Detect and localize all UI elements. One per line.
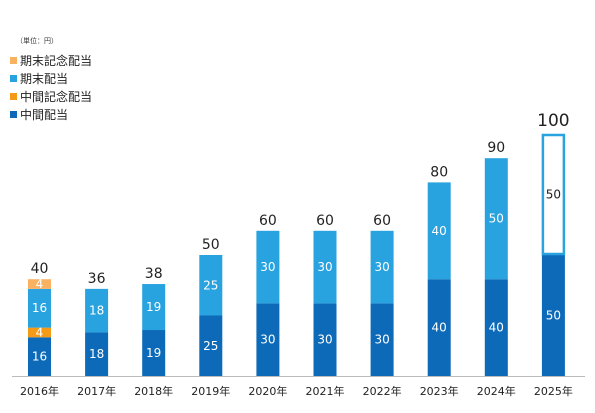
bar-segment: [28, 337, 51, 376]
bar-total-label: 60: [316, 213, 334, 229]
x-tick-label: 2018年: [134, 384, 173, 398]
x-tick-label: 2020年: [248, 384, 287, 398]
legend-label: 期末記念配当: [20, 53, 93, 68]
bar-segment: [256, 303, 280, 376]
x-tick-label: 2024年: [477, 384, 516, 398]
segment-value-label: 40: [489, 321, 504, 335]
legend: （単位：円） 期末記念配当 期末配当中間記念配当 中間配当: [10, 36, 92, 123]
segment-value-label: 19: [146, 300, 161, 314]
segment-value-label: 25: [203, 278, 218, 292]
legend-item: 中間配当: [10, 105, 92, 123]
segment-value-label: 30: [260, 333, 275, 347]
legend-label: 期末配当: [20, 71, 69, 86]
segment-value-label: 18: [89, 347, 104, 361]
bar-segment: [85, 288, 109, 333]
bar-segment: [313, 303, 337, 376]
legend-swatch: [10, 56, 17, 64]
legend-swatch: [10, 74, 17, 82]
bar-segment: [541, 255, 565, 376]
bar-segment: [256, 230, 280, 304]
segment-value-label: 30: [374, 260, 389, 274]
segment-value-label: 30: [317, 260, 332, 274]
bar-segment: [370, 230, 394, 304]
bar-total-label: 40: [31, 261, 49, 277]
bar-segment: [85, 332, 109, 376]
bar-segment: [484, 158, 508, 280]
segment-value-label: 50: [546, 188, 561, 202]
bar-total-label: 90: [487, 140, 505, 156]
legend-swatch: [10, 110, 17, 118]
segment-value-label: 50: [489, 212, 504, 226]
bar-segment: [313, 230, 337, 304]
segment-value-label: 16: [32, 301, 47, 315]
bar-segment: [370, 303, 394, 376]
bar-total-label: 60: [373, 213, 391, 229]
segment-value-label: 19: [146, 346, 161, 360]
bar-total-label: 36: [88, 271, 106, 287]
segment-value-label: 4: [36, 277, 44, 291]
bar-total-label: 80: [430, 164, 448, 180]
bar-segment: [142, 330, 166, 376]
segment-value-label: 18: [89, 304, 104, 318]
x-tick-label: 2022年: [363, 384, 402, 398]
segment-value-label: 40: [432, 224, 447, 238]
bar-total-label: 100: [537, 111, 569, 131]
bar-total-label: 50: [202, 237, 220, 253]
bar-segment: [199, 255, 223, 316]
legend-item: 中間記念配当: [10, 87, 92, 105]
bar-segment: [28, 327, 51, 338]
segment-value-label: 50: [546, 309, 561, 323]
segment-value-label: 30: [317, 333, 332, 347]
legend-label: 中間配当: [20, 107, 69, 122]
bar-total-label: 38: [145, 266, 163, 282]
bar-segment: [199, 315, 223, 376]
segment-value-label: 25: [203, 339, 218, 353]
x-tick-label: 2019年: [191, 384, 230, 398]
segment-value-label: 30: [260, 260, 275, 274]
x-tick-label: 2016年: [20, 384, 59, 398]
x-tick-label: 2023年: [420, 384, 459, 398]
bar-segment: [427, 182, 451, 280]
legend-swatch: [10, 92, 17, 100]
bar-total-label: 60: [259, 213, 277, 229]
bar-segment-forecast: [541, 133, 566, 256]
bar-segment: [28, 279, 51, 289]
x-tick-label: 2025年: [534, 384, 573, 398]
x-tick-label: 2017年: [77, 384, 116, 398]
segment-value-label: 40: [432, 321, 447, 335]
bar-segment: [142, 284, 166, 331]
unit-label: （単位：円）: [16, 37, 58, 45]
x-tick-label: 2021年: [306, 384, 345, 398]
legend-item: 期末配当: [10, 69, 92, 87]
legend-item: 期末記念配当: [10, 51, 92, 69]
bar-segment: [484, 279, 508, 376]
segment-value-label: 30: [374, 333, 389, 347]
bar-segment: [427, 279, 451, 376]
bar-segment: [28, 288, 51, 328]
segment-value-label: 4: [36, 325, 44, 339]
legend-label: 中間記念配当: [20, 89, 93, 104]
segment-value-label: 16: [32, 350, 47, 364]
